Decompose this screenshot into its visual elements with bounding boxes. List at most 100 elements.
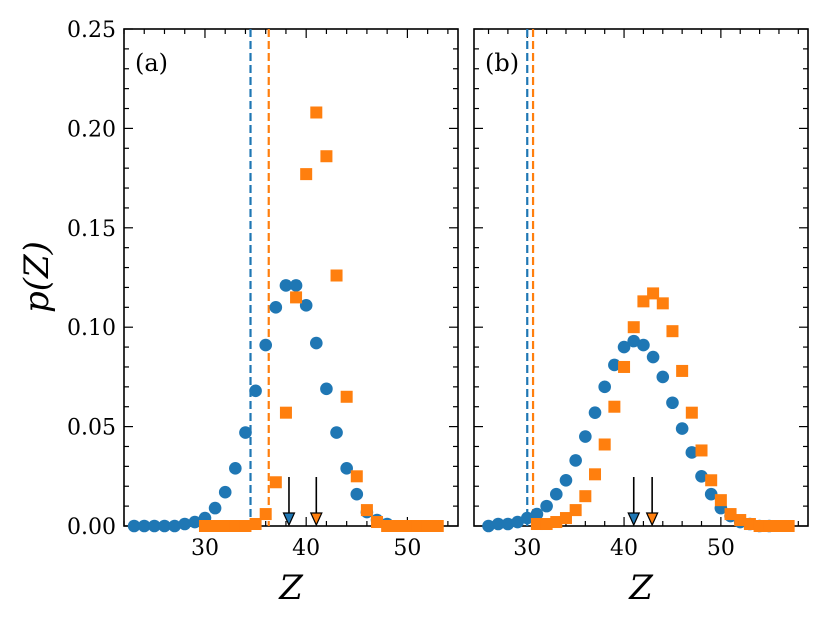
orange-square-point <box>421 520 434 532</box>
mean-arrow-head <box>645 512 659 527</box>
blue-circle-point <box>229 462 242 475</box>
x-axis-label: Z <box>628 568 654 608</box>
blue-circle-point <box>482 519 495 533</box>
mean-arrow-head <box>627 512 641 527</box>
y-axis-label: p(Z) <box>17 241 57 313</box>
y-tick-label: 0.25 <box>67 18 116 43</box>
x-tick-label: 30 <box>513 536 541 561</box>
blue-circle-point <box>269 301 283 314</box>
blue-circle-point <box>188 515 202 529</box>
orange-square-point <box>753 520 766 532</box>
blue-circle-point <box>239 426 252 439</box>
blue-circle-point <box>520 511 534 525</box>
orange-square-point <box>647 287 660 300</box>
blue-circle-point <box>218 485 232 499</box>
orange-square-point <box>676 364 689 377</box>
orange-square-point <box>724 508 737 521</box>
orange-square-point <box>198 520 211 532</box>
y-tick-label: 0.15 <box>67 217 116 242</box>
blue-circle-point <box>178 517 192 531</box>
orange-square-point <box>360 504 373 517</box>
x-tick-label: 40 <box>610 536 638 561</box>
x-tick-label: 40 <box>292 536 320 561</box>
orange-square-point <box>763 520 776 532</box>
orange-square-point <box>530 518 543 531</box>
orange-square-point <box>637 295 650 308</box>
orange-square-point <box>782 520 795 532</box>
orange-square-point <box>589 468 602 481</box>
blue-circle-point <box>168 519 181 533</box>
blue-circle-point <box>530 507 544 521</box>
blue-circle-point <box>320 382 333 396</box>
blue-circle-point <box>617 340 631 354</box>
blue-circle-point <box>127 519 141 533</box>
orange-square-point <box>209 520 222 532</box>
orange-square-point <box>371 516 384 529</box>
x-tick-label: 30 <box>191 536 219 561</box>
y-tick-label: 0.10 <box>67 316 116 341</box>
y-tick-label: 0.00 <box>67 515 116 540</box>
orange-square-point <box>411 520 424 532</box>
panel-a: 30 40 50 0.00 0.05 0.10 0.15 0.20 0.25 Z (a) <box>67 18 459 608</box>
blue-circle-point <box>501 517 515 531</box>
orange-square-point <box>290 291 303 304</box>
orange-square-point <box>705 474 718 487</box>
orange-square-point <box>381 520 394 532</box>
blue-circle-point <box>491 517 505 531</box>
blue-circle-point <box>259 338 272 352</box>
orange-square-point <box>714 494 727 507</box>
x-tick-label: 50 <box>707 536 735 561</box>
blue-circle-point <box>685 446 699 459</box>
blue-circle-point <box>137 519 151 533</box>
orange-square-point <box>579 490 592 503</box>
orange-square-point <box>340 390 353 403</box>
orange-square-point <box>627 321 640 334</box>
orange-square-point <box>559 512 572 525</box>
orange-square-point <box>279 406 292 419</box>
plot-frame <box>473 28 809 527</box>
blue-circle-point <box>158 519 171 533</box>
orange-square-point <box>320 150 333 163</box>
blue-circle-point <box>588 406 602 419</box>
x-axis-label: Z <box>278 568 304 608</box>
blue-circle-point <box>646 350 660 364</box>
blue-circle-point <box>148 519 161 533</box>
orange-square-point <box>300 168 313 181</box>
orange-square-point <box>666 325 679 338</box>
blue-circle-point <box>598 380 611 394</box>
orange-square-point <box>249 518 262 531</box>
orange-square-point <box>598 438 611 451</box>
blue-circle-point <box>310 336 323 350</box>
blue-circle-point <box>656 370 670 384</box>
orange-square-point <box>695 444 708 457</box>
blue-circle-point <box>675 422 689 435</box>
panel-b: 30 40 50 Z (b) <box>473 28 809 608</box>
orange-square-point <box>550 516 563 529</box>
orange-square-point <box>259 508 272 521</box>
orange-square-point <box>608 400 621 413</box>
blue-circle-point <box>695 470 708 483</box>
mean-arrow-head <box>282 512 296 527</box>
orange-square-point <box>219 520 232 532</box>
plot-frame <box>123 28 459 527</box>
blue-circle-point <box>637 338 650 352</box>
blue-circle-point <box>340 462 353 475</box>
orange-square-point <box>330 269 343 282</box>
blue-circle-point <box>666 396 679 410</box>
blue-circle-point <box>579 430 592 443</box>
blue-circle-point <box>350 487 364 501</box>
orange-square-point <box>350 470 363 483</box>
orange-square-point <box>431 520 444 532</box>
orange-square-point <box>391 520 404 532</box>
orange-square-point <box>734 514 747 527</box>
orange-square-point <box>229 520 242 532</box>
orange-square-point <box>656 297 669 310</box>
blue-circle-point <box>569 454 582 467</box>
y-tick-label: 0.20 <box>67 117 116 142</box>
orange-square-point <box>685 406 698 419</box>
blue-circle-point <box>289 279 303 292</box>
blue-circle-point <box>511 515 524 529</box>
blue-circle-point <box>559 473 573 487</box>
